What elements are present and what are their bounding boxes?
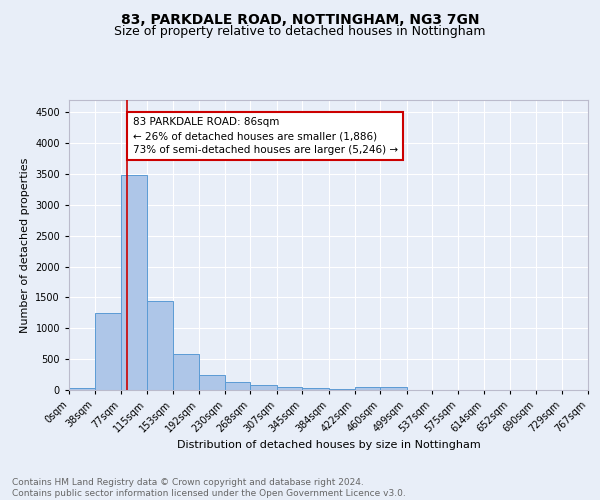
Bar: [69, 388, 95, 390]
Y-axis label: Number of detached properties: Number of detached properties: [20, 158, 29, 332]
Bar: [355, 387, 380, 390]
Bar: [147, 300, 173, 390]
Bar: [302, 388, 329, 390]
Bar: [380, 387, 407, 390]
Text: 83, PARKDALE ROAD, NOTTINGHAM, NG3 7GN: 83, PARKDALE ROAD, NOTTINGHAM, NG3 7GN: [121, 12, 479, 26]
Bar: [250, 385, 277, 390]
Bar: [224, 382, 250, 390]
Bar: [121, 176, 147, 390]
Bar: [199, 374, 224, 390]
Bar: [95, 313, 121, 390]
X-axis label: Distribution of detached houses by size in Nottingham: Distribution of detached houses by size …: [176, 440, 481, 450]
Text: Contains HM Land Registry data © Crown copyright and database right 2024.
Contai: Contains HM Land Registry data © Crown c…: [12, 478, 406, 498]
Bar: [277, 387, 302, 390]
Bar: [329, 389, 355, 390]
Text: Size of property relative to detached houses in Nottingham: Size of property relative to detached ho…: [114, 25, 486, 38]
Text: 83 PARKDALE ROAD: 86sqm
← 26% of detached houses are smaller (1,886)
73% of semi: 83 PARKDALE ROAD: 86sqm ← 26% of detache…: [133, 118, 398, 156]
Bar: [173, 354, 199, 390]
